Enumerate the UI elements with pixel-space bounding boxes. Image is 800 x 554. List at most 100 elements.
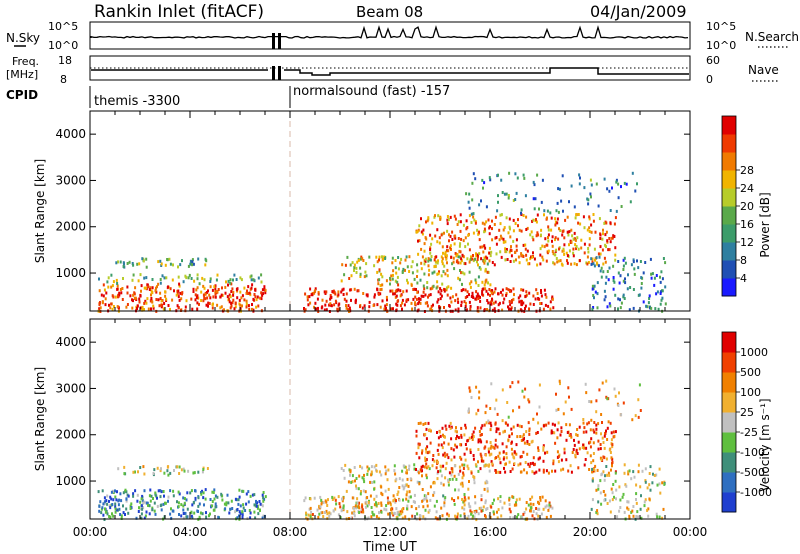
data-cell: [391, 277, 394, 281]
data-cell: [176, 304, 179, 308]
data-cell: [114, 507, 117, 511]
data-cell: [501, 442, 504, 446]
data-cell: [114, 295, 117, 299]
data-cell: [478, 230, 480, 234]
data-cell: [560, 468, 562, 472]
data-cell: [587, 247, 590, 250]
data-cell: [532, 461, 534, 465]
data-cell: [192, 471, 195, 475]
data-cell: [227, 283, 229, 287]
data-cell: [177, 306, 180, 310]
data-cell: [401, 307, 403, 311]
data-cell: [426, 219, 429, 223]
data-cell: [565, 438, 568, 442]
data-cell: [444, 250, 447, 254]
data-cell: [377, 292, 380, 296]
data-cell: [580, 246, 583, 250]
data-cell: [531, 439, 534, 443]
data-cell: [160, 490, 163, 494]
data-cell: [478, 390, 481, 394]
data-cell: [421, 464, 424, 468]
data-cell: [395, 499, 397, 503]
data-cell: [611, 498, 614, 502]
data-cell: [472, 259, 475, 263]
data-cell: [520, 288, 523, 292]
data-cell: [391, 511, 393, 515]
cpid-segment-1: themis -3300: [94, 94, 180, 109]
data-cell: [380, 287, 383, 291]
data-cell: [566, 431, 569, 434]
data-cell: [121, 298, 124, 301]
data-cell: [586, 262, 589, 266]
data-cell: [560, 199, 563, 203]
nsky-label: N.Sky: [6, 31, 40, 45]
data-cell: [342, 506, 345, 510]
data-cell: [532, 251, 534, 255]
data-cell: [247, 500, 250, 504]
data-cell: [401, 469, 404, 473]
data-cell: [608, 499, 611, 503]
data-cell: [432, 493, 435, 497]
data-cell: [335, 502, 338, 506]
data-cell: [103, 500, 106, 504]
data-cell: [305, 511, 307, 515]
data-cell: [399, 294, 402, 298]
data-cell: [440, 289, 443, 293]
data-cell: [351, 496, 354, 500]
data-cell: [459, 242, 462, 246]
data-cell: [484, 269, 487, 273]
data-cell: [373, 487, 376, 491]
data-cell: [486, 262, 489, 266]
data-cell: [656, 483, 659, 487]
data-cell: [524, 294, 527, 298]
data-cell: [482, 459, 485, 463]
data-cell: [499, 213, 502, 217]
data-cell: [566, 259, 568, 263]
data-cell: [454, 488, 457, 492]
data-cell: [202, 496, 205, 500]
data-cell: [631, 509, 634, 513]
data-cell: [450, 255, 453, 259]
data-cell: [372, 304, 375, 307]
data-cell: [561, 233, 564, 237]
data-cell: [529, 233, 532, 237]
data-cell: [393, 497, 396, 501]
data-cell: [373, 264, 376, 268]
data-cell: [470, 257, 473, 261]
data-cell: [512, 199, 515, 202]
data-cell: [489, 407, 492, 410]
data-cell: [196, 273, 199, 277]
data-cell: [186, 515, 189, 519]
data-cell: [353, 514, 356, 518]
data-cell: [475, 254, 478, 258]
data-cell: [649, 257, 652, 261]
data-cell: [539, 496, 542, 499]
data-cell: [321, 511, 324, 515]
data-cell: [607, 248, 610, 252]
data-cell: [559, 259, 562, 263]
data-cell: [251, 493, 254, 497]
data-cell: [608, 473, 611, 477]
data-cell: [436, 471, 439, 475]
data-cell: [257, 304, 260, 308]
data-cell: [463, 261, 466, 265]
data-cell: [493, 223, 496, 226]
data-cell: [602, 270, 605, 274]
data-cell: [519, 470, 522, 474]
data-cell: [365, 262, 368, 266]
data-cell: [405, 289, 408, 293]
data-cell: [212, 491, 215, 494]
data-cell: [439, 464, 442, 468]
data-cell: [460, 259, 463, 263]
data-cell: [124, 488, 127, 492]
data-cell: [593, 284, 596, 288]
colorbar-tick-label: 4: [740, 272, 747, 285]
data-cell: [595, 431, 598, 435]
data-cell: [332, 509, 335, 513]
data-cell: [617, 260, 620, 263]
data-cell: [353, 506, 355, 510]
data-cell: [515, 191, 518, 195]
data-cell: [463, 503, 466, 507]
data-cell: [313, 305, 316, 309]
